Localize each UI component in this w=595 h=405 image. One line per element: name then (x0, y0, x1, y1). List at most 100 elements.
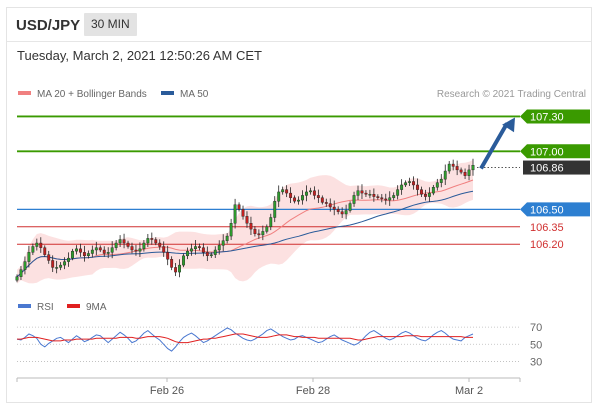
candle (146, 233, 150, 248)
candle (352, 191, 356, 207)
candle-body (134, 249, 138, 252)
symbol-title: USD/JPY (16, 17, 81, 34)
candle-body (404, 182, 408, 186)
candle-body (324, 202, 328, 204)
candle-body (233, 204, 237, 224)
candle (106, 247, 110, 259)
candle-body (320, 197, 324, 203)
candle-body (447, 163, 451, 172)
candle (19, 266, 23, 281)
candle (376, 194, 380, 200)
ma20-legend-swatch (18, 91, 31, 95)
candle (392, 192, 396, 201)
candle (281, 186, 285, 195)
candle-body (194, 246, 197, 250)
candle-body (94, 247, 98, 251)
candle-body (237, 204, 241, 210)
candle-body (471, 165, 475, 171)
candle (431, 184, 435, 196)
candle (245, 211, 249, 228)
candle (233, 198, 237, 229)
candle (412, 176, 415, 190)
candle-body (146, 238, 150, 244)
ma20-legend-label: MA 20 + Bollinger Bands (37, 89, 147, 100)
candle (31, 243, 35, 256)
candle-body (293, 197, 296, 202)
candle-body (245, 216, 249, 224)
candle-body (51, 260, 55, 268)
candle (35, 238, 39, 251)
candle (130, 242, 134, 254)
candle-body (221, 240, 225, 246)
candle-body (98, 247, 102, 251)
candle-body (368, 194, 372, 196)
candle-body (201, 247, 205, 253)
candle-body (420, 189, 423, 195)
candle (47, 250, 51, 264)
candle (186, 247, 189, 260)
candle (229, 218, 233, 241)
candle (102, 246, 106, 257)
resistance-tag (520, 144, 590, 159)
candle-body (186, 250, 189, 257)
candle (162, 241, 166, 257)
candle (253, 226, 257, 237)
pivot-label: 106.50 (530, 204, 564, 216)
candle (364, 190, 368, 197)
candle (166, 245, 170, 266)
target-arrow-shaft (479, 122, 509, 170)
candle-body (253, 228, 257, 234)
candle (328, 198, 332, 212)
candle-body (158, 242, 162, 247)
candle (372, 188, 376, 202)
target-label: 107.30 (530, 111, 564, 123)
candle-body (190, 248, 193, 252)
candle (43, 245, 47, 257)
rsi-legend-swatch (18, 304, 31, 308)
candle (59, 262, 63, 271)
candle (110, 241, 114, 259)
research-credit: Research © 2021 Trading Central (437, 89, 586, 100)
rsi-legend-label: RSI (37, 302, 54, 313)
candle (356, 185, 360, 201)
target-arrow-layer (479, 117, 515, 170)
candle (221, 234, 225, 252)
candle (293, 195, 296, 204)
candle (269, 213, 273, 231)
candle (439, 174, 443, 188)
candle-body (47, 254, 51, 261)
candle-body (257, 233, 261, 236)
candle (213, 246, 217, 258)
candle (197, 243, 201, 251)
candle-body (289, 192, 293, 198)
candle (297, 196, 300, 205)
candle-body (439, 178, 443, 183)
candle-body (213, 249, 217, 255)
candle (443, 164, 447, 186)
candle-body (423, 194, 427, 197)
candle-body (55, 267, 59, 269)
candle-body (328, 203, 332, 208)
candle-body (229, 223, 233, 237)
candle (90, 245, 94, 258)
candle (79, 243, 82, 257)
candle-body (63, 261, 67, 266)
candle (289, 187, 293, 203)
candle (75, 245, 78, 255)
candle-body (285, 189, 289, 194)
bollinger-band-layer (17, 160, 473, 284)
candle (408, 177, 411, 186)
x-axis-tick-label: Feb 26 (150, 385, 184, 397)
candle-body (400, 184, 404, 190)
candle-body (71, 250, 74, 259)
candle (416, 178, 419, 196)
candle (114, 240, 118, 251)
timeframe-badge[interactable]: 30 MIN (84, 13, 137, 36)
candle (344, 204, 348, 220)
candle-body (102, 249, 106, 254)
candle (368, 189, 372, 199)
candle-body (19, 269, 23, 277)
level-labels-layer: 107.30 107.00 106.86 106.50 106.35 106.20 (520, 109, 590, 251)
candle (174, 263, 178, 277)
candle-body (455, 166, 459, 171)
